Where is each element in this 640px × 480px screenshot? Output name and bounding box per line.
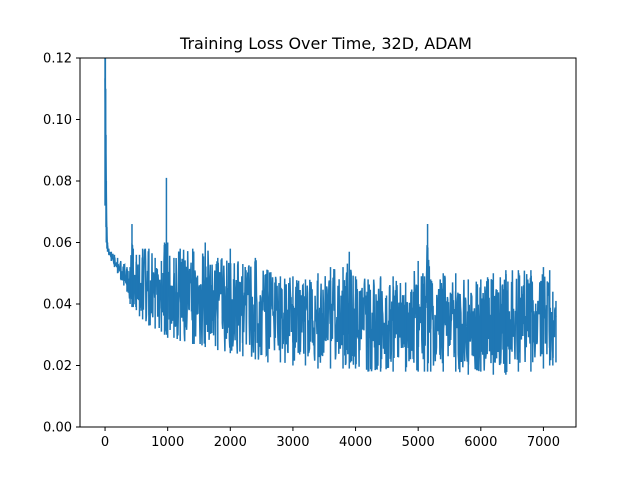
plot-frame xyxy=(79,57,577,428)
y-tick-label: 0.10 xyxy=(43,113,72,128)
x-tick-label: 1000 xyxy=(151,435,184,450)
y-tick-label: 0.12 xyxy=(43,52,72,67)
plot-area xyxy=(104,58,557,375)
x-tick-label: 4000 xyxy=(339,435,372,450)
y-tick-label: 0.02 xyxy=(43,359,72,374)
x-tick-label: 6000 xyxy=(464,435,497,450)
x-tick-label: 7000 xyxy=(527,435,560,450)
x-tick-label: 0 xyxy=(101,435,109,450)
x-axis: 0 1000 2000 3000 4000 5000 6000 7000 xyxy=(101,427,560,450)
y-tick-label: 0.04 xyxy=(43,298,72,313)
chart-title: Training Loss Over Time, 32D, ADAM xyxy=(179,34,472,53)
x-tick-label: 2000 xyxy=(214,435,247,450)
y-tick-label: 0.06 xyxy=(43,236,72,251)
x-tick-label: 5000 xyxy=(402,435,435,450)
x-tick-label: 3000 xyxy=(276,435,309,450)
y-tick-label: 0.08 xyxy=(43,175,72,190)
y-tick-label: 0.00 xyxy=(43,421,72,436)
y-axis: 0.00 0.02 0.04 0.06 0.08 0.10 0.12 xyxy=(43,52,80,436)
